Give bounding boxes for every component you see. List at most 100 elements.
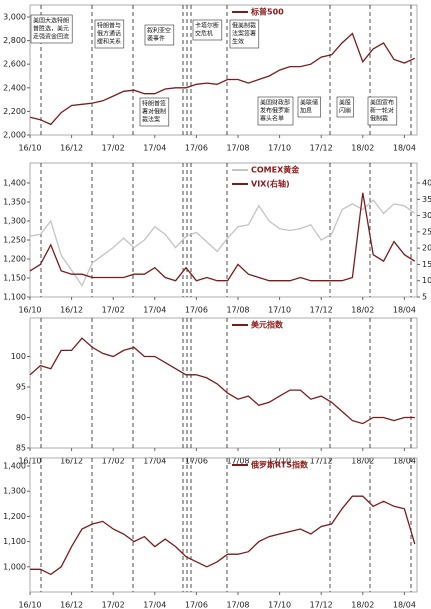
annotation-text: 叙利亚空 <box>147 27 171 35</box>
annotation-text: 发布俄罗斯 <box>260 107 290 115</box>
y2-tick-label: 35 <box>422 195 431 204</box>
annotation-text: 署对俄制 <box>142 108 166 116</box>
x-tick-label: 17/08 <box>226 306 249 315</box>
series-line <box>29 192 416 282</box>
y-tick-label: 1,250 <box>3 236 26 245</box>
x-tick-label: 17/06 <box>185 457 208 466</box>
annotation-text: 生效 <box>232 38 244 46</box>
y2-tick-label: 30 <box>422 211 431 220</box>
annotation-text: 美联储 <box>300 99 318 107</box>
y-tick-label: 2,200 <box>3 107 26 116</box>
y-tick-label: 100 <box>11 352 26 361</box>
y-tick-label: 3,000 <box>3 13 26 22</box>
y-tick-label: 1,300 <box>3 217 26 226</box>
plot-frame <box>29 4 418 136</box>
y-tick-label: 85 <box>16 444 26 453</box>
x-tick-label: 18/02 <box>351 457 374 466</box>
y2-tick-label: 5 <box>422 293 427 302</box>
annotation-box <box>94 19 125 49</box>
y-tick-label: 1,100 <box>3 537 26 546</box>
plot-frame <box>29 457 418 593</box>
annotation-text: 寡头名单 <box>260 115 284 123</box>
x-tick-label: 17/06 <box>185 306 208 315</box>
annotation-text: 俄美制裁 <box>232 22 256 30</box>
series-line <box>29 337 415 425</box>
annotation-text: 裁法案 <box>142 116 160 124</box>
y2-tick-label: 40 <box>422 179 431 188</box>
annotation-text: 美国大选特朗 <box>33 17 69 25</box>
annotation-text: 闪崩 <box>339 107 351 115</box>
x-tick-label: 17/12 <box>310 144 333 153</box>
y-tick-label: 1,300 <box>3 487 26 496</box>
annotation-text: 特朗普与 <box>97 22 121 30</box>
annotation-text: 加息 <box>300 107 312 115</box>
x-tick-label: 18/04 <box>393 457 416 466</box>
y-tick-label: 1,350 <box>3 198 26 207</box>
legend-label: COMEX黄金 <box>251 165 300 175</box>
x-tick-label: 17/10 <box>268 144 291 153</box>
x-tick-label: 17/06 <box>185 601 208 609</box>
annotation-text: 缓和关系 <box>97 38 121 46</box>
y-tick-label: 1,150 <box>3 274 26 283</box>
x-tick-label: 17/08 <box>226 601 249 609</box>
x-tick-label: 18/02 <box>351 144 374 153</box>
y2-tick-label: 10 <box>422 276 431 285</box>
annotation-box <box>30 14 73 44</box>
y-tick-label: 1,400 <box>3 179 26 188</box>
annotation-text: 俄方通话 <box>97 30 121 38</box>
x-tick-label: 17/08 <box>226 144 249 153</box>
x-tick-label: 17/12 <box>310 457 333 466</box>
annotation-text: 美国宣布 <box>370 99 394 107</box>
x-tick-label: 17/02 <box>102 457 125 466</box>
y-tick-label: 2,600 <box>3 60 26 69</box>
annotation-text: 普胜选，美元 <box>33 25 69 33</box>
x-tick-label: 18/04 <box>393 144 416 153</box>
y2-tick-label: 20 <box>422 244 431 253</box>
annotation-text: 特朗普签 <box>142 100 166 108</box>
annotation-text: 美国财政部 <box>260 99 290 107</box>
annotation-text: 袭事件 <box>147 35 165 43</box>
x-tick-label: 17/02 <box>102 601 125 609</box>
x-tick-label: 18/04 <box>393 306 416 315</box>
annotation-box <box>229 19 260 49</box>
x-tick-label: 17/04 <box>143 457 166 466</box>
y-tick-label: 90 <box>16 413 26 422</box>
y-tick-label: 95 <box>16 383 26 392</box>
y-tick-label: 2,000 <box>3 131 26 140</box>
annotation-text: 俄制裁 <box>370 115 388 123</box>
x-tick-label: 18/04 <box>393 601 416 609</box>
x-tick-label: 17/10 <box>268 457 291 466</box>
y2-tick-label: 25 <box>422 227 431 236</box>
y2-tick-label: 15 <box>422 260 431 269</box>
annotation-box <box>139 97 170 127</box>
annotation-text: 走强资金回流 <box>33 33 69 41</box>
annotation-text: 交危机 <box>195 30 213 38</box>
annotation-box <box>192 19 223 41</box>
legend-label: 标普500 <box>250 7 284 17</box>
x-tick-label: 17/04 <box>143 306 166 315</box>
x-tick-label: 16/10 <box>18 601 41 609</box>
y-tick-label: 1,000 <box>3 562 26 571</box>
legend-label: VIX(右轴) <box>251 179 290 189</box>
x-tick-label: 17/10 <box>268 306 291 315</box>
legend-label: 俄罗斯RTS指数 <box>250 460 309 470</box>
x-tick-label: 17/12 <box>310 601 333 609</box>
series-line <box>29 32 416 126</box>
annotation-text: 美股 <box>339 99 351 107</box>
x-tick-label: 18/02 <box>351 601 374 609</box>
y-tick-label: 1,200 <box>3 255 26 264</box>
x-tick-label: 17/04 <box>143 601 166 609</box>
x-tick-label: 17/02 <box>102 306 125 315</box>
x-tick-label: 17/10 <box>268 601 291 609</box>
y-tick-label: 2,800 <box>3 36 26 45</box>
plot-frame <box>29 317 418 449</box>
annotation-box <box>336 96 354 118</box>
series-line <box>30 495 416 576</box>
x-tick-label: 16/12 <box>60 306 83 315</box>
x-tick-label: 16/12 <box>60 144 83 153</box>
annotation-box <box>257 96 294 126</box>
y-tick-label: 2,400 <box>3 83 26 92</box>
series-line <box>29 199 416 287</box>
x-tick-label: 17/06 <box>185 144 208 153</box>
